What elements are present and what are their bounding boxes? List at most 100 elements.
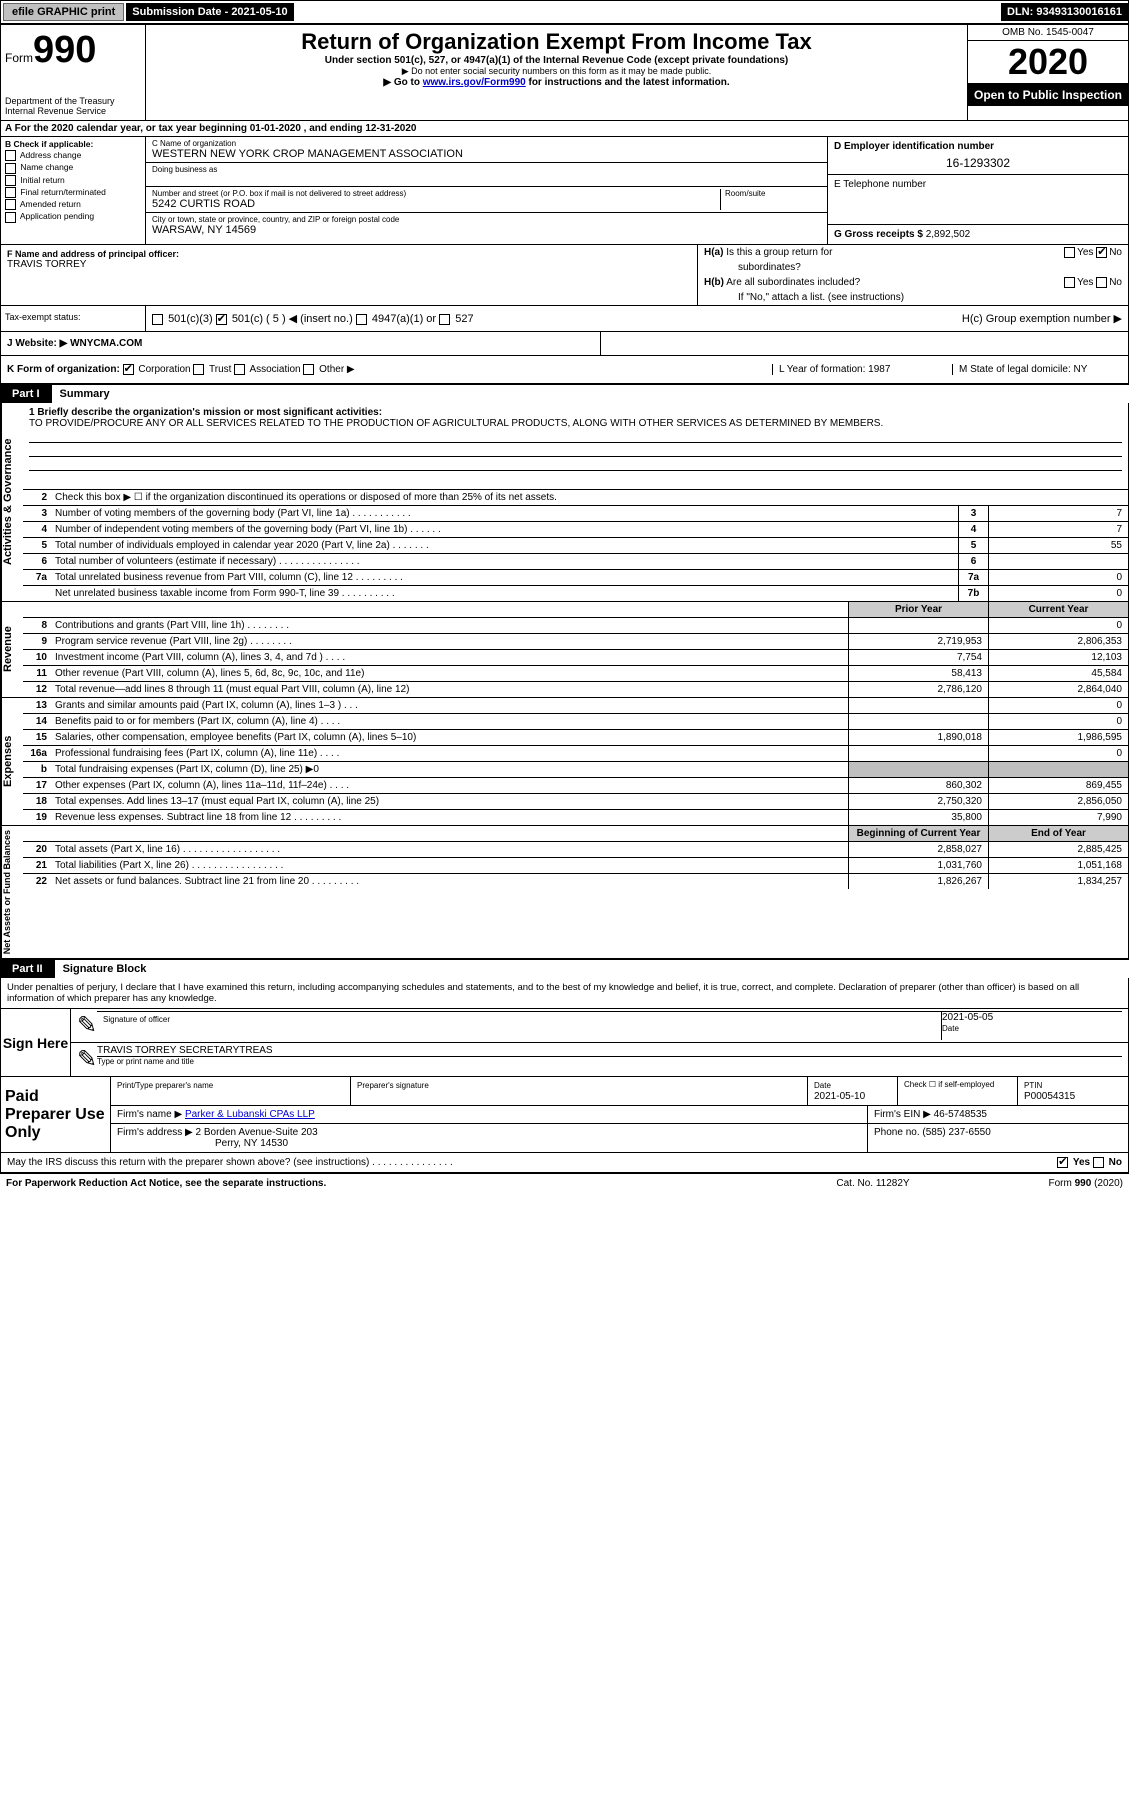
part2-tab: Part II [0, 960, 55, 978]
table-row: 9Program service revenue (Part VIII, lin… [23, 634, 1128, 650]
form-number: Form990 [5, 29, 141, 72]
table-row: 7aTotal unrelated business revenue from … [23, 570, 1128, 586]
cb-other[interactable] [303, 364, 314, 375]
table-row: 10Investment income (Part VIII, column (… [23, 650, 1128, 666]
hb-no-cb[interactable] [1096, 277, 1107, 288]
web-label: J Website: ▶ [7, 338, 67, 349]
table-row: 4Number of independent voting members of… [23, 522, 1128, 538]
q2-text: Check this box ▶ ☐ if the organization d… [51, 490, 1128, 505]
side-rev: Revenue [1, 602, 23, 697]
boxb-item[interactable]: Amended return [5, 199, 141, 210]
city: WARSAW, NY 14569 [152, 224, 821, 236]
table-row: 11Other revenue (Part VIII, column (A), … [23, 666, 1128, 682]
firm-ein-label: Firm's EIN ▶ [874, 1109, 931, 1120]
box-de: D Employer identification number 16-12933… [828, 137, 1128, 244]
k-label: K Form of organization: [7, 364, 120, 375]
sign-here: Sign Here [1, 1009, 71, 1076]
table-row: 13Grants and similar amounts paid (Part … [23, 698, 1128, 714]
form-note1: ▶ Do not enter social security numbers o… [150, 66, 963, 77]
ha-no-cb[interactable] [1096, 247, 1107, 258]
sign-here-block: Sign Here ✎ Signature of officer 2021-05… [0, 1009, 1129, 1077]
firm-phone-label: Phone no. [874, 1127, 920, 1138]
beg-hdr: Beginning of Current Year [848, 826, 988, 841]
boxb-item[interactable]: Application pending [5, 211, 141, 222]
pp-check: Check ☐ if self-employed [898, 1077, 1018, 1105]
tax-options: 501(c)(3) 501(c) ( 5 ) ◀ (insert no.) 49… [146, 306, 1128, 331]
paid-preparer-block: Paid Preparer Use Only Print/Type prepar… [0, 1077, 1129, 1153]
room-label: Room/suite [725, 189, 821, 198]
may-no-cb[interactable] [1093, 1157, 1104, 1168]
top-bar: efile GRAPHIC print Submission Date - 20… [0, 0, 1129, 24]
current-hdr: Current Year [988, 602, 1128, 617]
hb-note: If "No," attach a list. (see instruction… [698, 290, 1128, 305]
firm-ein: 46-5748535 [934, 1109, 987, 1120]
firm-phone: (585) 237-6550 [922, 1127, 990, 1138]
table-row: 5Total number of individuals employed in… [23, 538, 1128, 554]
part1-tab: Part I [0, 385, 52, 403]
table-row: Net unrelated business taxable income fr… [23, 586, 1128, 601]
addr: 5242 CURTIS ROAD [152, 198, 720, 210]
efile-label[interactable]: efile GRAPHIC print [3, 3, 124, 21]
side-net: Net Assets or Fund Balances [1, 826, 23, 958]
cb-trust[interactable] [193, 364, 204, 375]
pp-sig-label: Preparer's signature [357, 1081, 429, 1090]
dba-label: Doing business as [152, 165, 821, 174]
open-public: Open to Public Inspection [968, 84, 1128, 106]
cb-527[interactable] [439, 314, 450, 325]
q1-block: 1 Briefly describe the organization's mi… [23, 403, 1128, 490]
gross-label: G Gross receipts $ [834, 229, 923, 240]
table-row: 3Number of voting members of the governi… [23, 506, 1128, 522]
ein-label: D Employer identification number [834, 141, 1122, 152]
pp-name-label: Print/Type preparer's name [117, 1081, 213, 1090]
sig-date: 2021-05-05 [942, 1012, 1122, 1023]
footer: For Paperwork Reduction Act Notice, see … [0, 1173, 1129, 1193]
paid-label: Paid Preparer Use Only [1, 1077, 111, 1152]
cb-4947[interactable] [356, 314, 367, 325]
boxb-item[interactable]: Initial return [5, 175, 141, 186]
end-hdr: End of Year [988, 826, 1128, 841]
footer-right: Form 990 (2020) [973, 1178, 1123, 1189]
phone-label: E Telephone number [834, 179, 1122, 190]
boxb-item[interactable]: Final return/terminated [5, 187, 141, 198]
part1-header: Part I Summary [0, 384, 1129, 403]
ptin: P00054315 [1024, 1091, 1075, 1102]
ein: 16-1293302 [834, 156, 1122, 170]
ha-yes-cb[interactable] [1064, 247, 1075, 258]
dln: DLN: 93493130016161 [1001, 3, 1128, 21]
hc-text: H(c) Group exemption number ▶ [962, 312, 1122, 325]
part1-title: Summary [52, 384, 1129, 403]
cb-assoc[interactable] [234, 364, 245, 375]
side-gov: Activities & Governance [1, 403, 23, 601]
ptin-label: PTIN [1024, 1081, 1042, 1090]
sig-officer-label: Signature of officer [103, 1015, 170, 1024]
cb-501c[interactable] [216, 314, 227, 325]
may-yes-cb[interactable] [1057, 1157, 1068, 1168]
officer-label: F Name and address of principal officer: [7, 249, 691, 259]
officer-typed-name: TRAVIS TORREY SECRETARYTREAS [97, 1045, 1122, 1056]
part2-title: Signature Block [55, 959, 1129, 978]
org-name-label: C Name of organization [152, 139, 821, 148]
hb-text: H(b) Are all subordinates included? [704, 277, 860, 288]
cb-corp[interactable] [123, 364, 134, 375]
table-row: 20Total assets (Part X, line 16) . . . .… [23, 842, 1128, 858]
tax-label: Tax-exempt status: [1, 306, 146, 331]
footer-mid: Cat. No. 11282Y [773, 1178, 973, 1189]
table-row: 12Total revenue—add lines 8 through 11 (… [23, 682, 1128, 697]
row-a: A For the 2020 calendar year, or tax yea… [0, 121, 1129, 137]
boxb-item[interactable]: Address change [5, 150, 141, 161]
boxb-item[interactable]: Name change [5, 162, 141, 173]
table-row: bTotal fundraising expenses (Part IX, co… [23, 762, 1128, 778]
m-state: M State of legal domicile: NY [952, 364, 1122, 375]
box-b-title: B Check if applicable: [5, 139, 141, 149]
pp-date-label: Date [814, 1081, 831, 1090]
city-label: City or town, state or province, country… [152, 215, 821, 224]
hb-yes-cb[interactable] [1064, 277, 1075, 288]
web-val: WNYCMA.COM [70, 338, 142, 349]
cb-501c3[interactable] [152, 314, 163, 325]
may-discuss-row: May the IRS discuss this return with the… [0, 1153, 1129, 1173]
firm-name[interactable]: Parker & Lubanski CPAs LLP [185, 1109, 315, 1120]
pp-date: 2021-05-10 [814, 1091, 865, 1102]
irs-link[interactable]: www.irs.gov/Form990 [423, 77, 526, 88]
name-type-label: Type or print name and title [97, 1056, 1122, 1066]
q1-text: TO PROVIDE/PROCURE ANY OR ALL SERVICES R… [29, 418, 883, 429]
